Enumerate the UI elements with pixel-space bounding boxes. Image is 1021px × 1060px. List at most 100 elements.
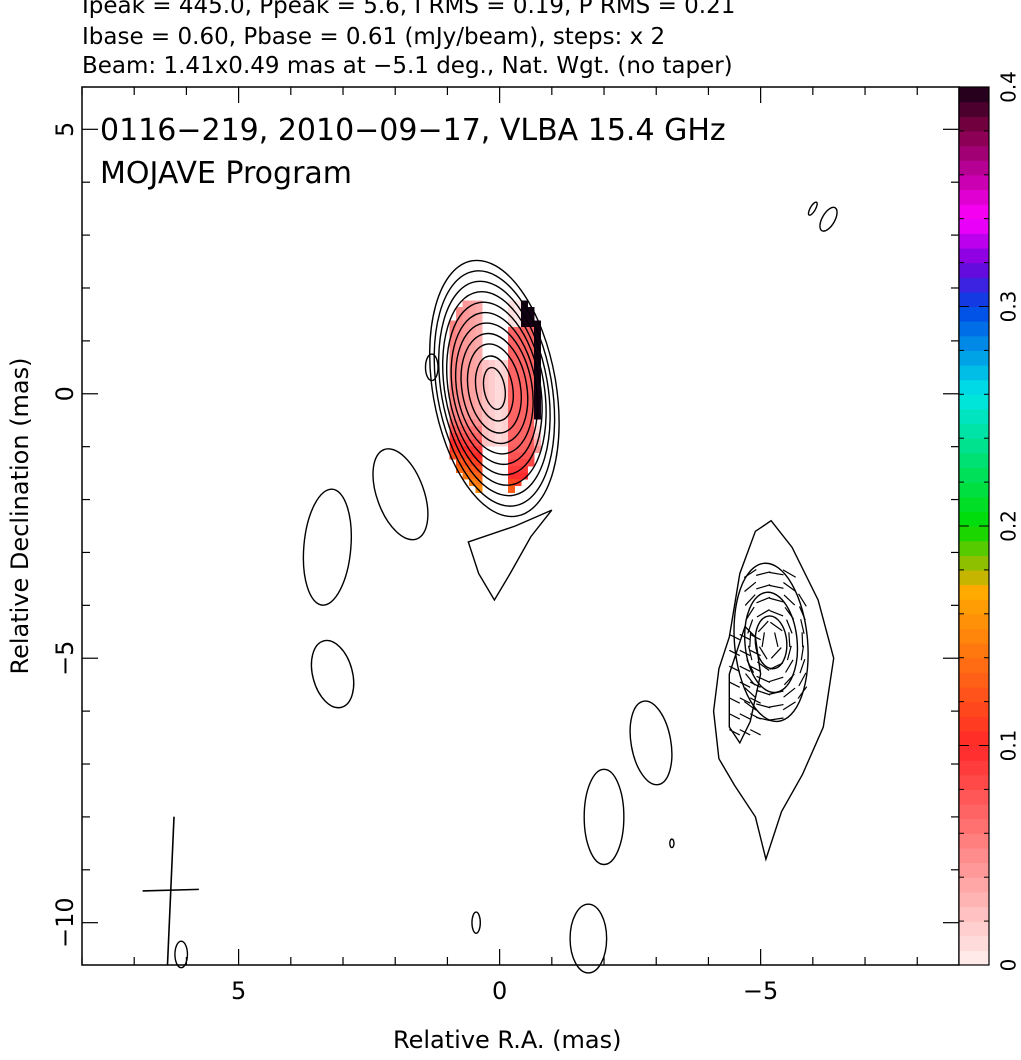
pol-vector [729,665,741,672]
pol-vector [757,620,769,633]
pol-pixel [482,360,490,368]
colorbar-segment [959,247,989,264]
pol-pixel [501,373,509,381]
pol-pixel [462,393,470,401]
pol-pixel [468,399,476,407]
colorbar-segment [959,774,989,790]
colorbar-segment [959,599,989,615]
colorbar-segment [959,526,989,542]
pol-pixel [514,300,522,308]
pol-vector [739,713,751,720]
pol-vector [798,672,807,687]
pol-pixel [468,472,476,480]
colorbar-segment [959,482,989,498]
pol-pixel [462,340,470,348]
pol-vector [769,584,784,589]
pol-pixel [508,406,516,414]
pol-vector [729,633,741,641]
pol-pixel [495,366,503,374]
pol-pixel [475,446,483,454]
colorbar-segment [959,423,989,439]
pol-vector [749,713,761,720]
pol-pixel [514,439,522,447]
colorbar-segment [959,716,989,732]
x-tick-label: 0 [492,977,507,1005]
pol-pixel [455,360,463,368]
pol-pixel [508,360,516,368]
pol-pixel [495,419,503,427]
pol-pixel [521,446,529,454]
pol-vector [798,606,806,621]
pol-pixel [475,307,483,315]
pol-pixel [475,426,483,434]
pol-pixel [475,379,483,387]
pol-pixel [521,366,529,374]
pol-pixel [462,412,470,421]
pol-pixel [521,379,529,387]
pol-pixel [462,446,470,454]
colorbar-segment [959,672,989,688]
pol-pixel [475,412,483,421]
pol-vector [756,596,771,604]
colorbar-segment [959,555,989,571]
pol-pixel [475,373,483,381]
pol-pixel [468,386,476,394]
pol-pixel [462,313,470,321]
pol-pixel [534,379,542,387]
pol-pixel [468,333,476,341]
pol-pixel [475,472,483,480]
pol-pixel [534,432,542,440]
pol-pixel [482,419,490,427]
core-contour [441,291,547,486]
pol-vector [756,689,771,696]
contour-layer [174,201,838,974]
pol-pixel [462,366,470,374]
pol-pixel [521,326,529,335]
pol-vector [797,686,808,699]
pol-pixel [495,373,503,381]
pol-pixel [468,393,476,401]
noise-contour [629,700,673,786]
pol-pixel [475,300,483,308]
pol-pixel [501,432,509,440]
pol-pixel [449,452,457,460]
colorbar-segment [959,145,989,161]
pol-pixel [455,426,463,434]
pol-pixel [508,320,516,328]
colorbar-segment [959,189,989,205]
pol-pixel [482,366,490,374]
pol-pixel [462,432,470,440]
pol-pixel [508,452,516,460]
core-contour [450,311,539,466]
pol-pixel [488,439,496,447]
pol-pixel [495,393,503,401]
pol-vector [749,729,761,736]
pol-pixel [468,373,476,381]
pol-pixel [455,366,463,374]
pol-pixel [514,313,522,321]
pol-pixel [468,426,476,434]
plot-frame [81,86,960,966]
colorbar-segment [959,686,989,703]
noise-contour [471,911,482,934]
colorbar-segment [959,540,989,556]
colorbar-tick-label: 0 [997,959,1021,972]
noise-contour [302,488,352,606]
pol-pixel [527,373,535,381]
pol-pixel [455,379,463,387]
colorbar-segment [959,760,989,776]
colorbar-segment [959,350,989,366]
pol-vector [800,645,805,661]
colorbar-segment [959,321,989,337]
pol-vector [758,646,768,660]
pol-vector [769,610,784,617]
noise-contour [174,940,189,969]
colorbar-segment [959,218,989,234]
pol-pixel [468,412,476,421]
x-axis-label: Relative R.A. (mas) [393,1026,622,1054]
pol-pixel [534,360,542,368]
pol-pixel [527,406,535,414]
pol-pixel [475,452,483,460]
